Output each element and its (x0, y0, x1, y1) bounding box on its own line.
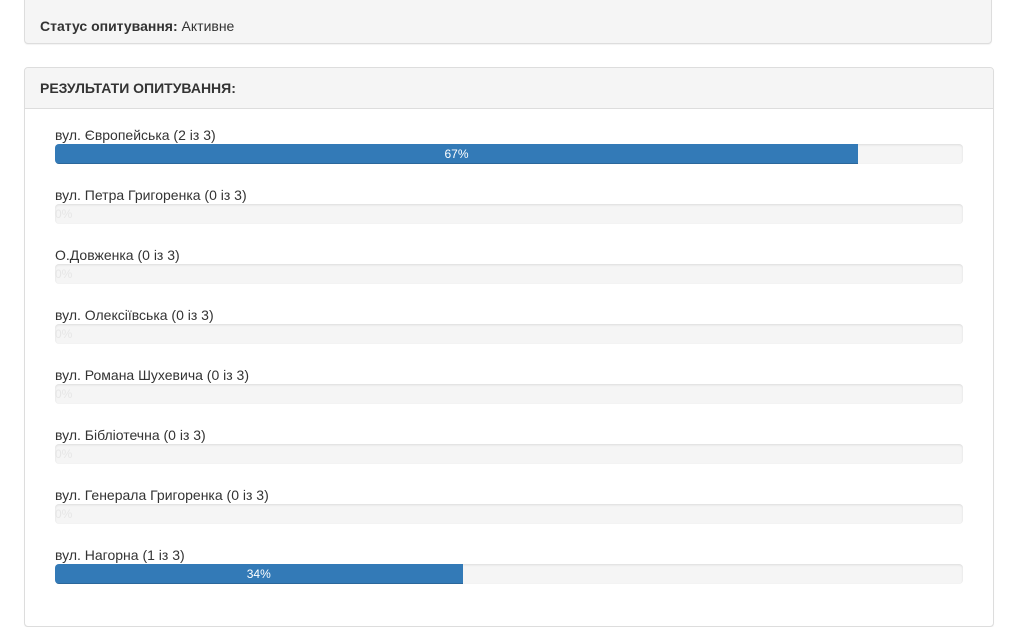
poll-option-label: вул. Олексіївська (0 із 3) (55, 307, 214, 323)
progress-bar: 0% (55, 267, 73, 281)
poll-results-title: РЕЗУЛЬТАТИ ОПИТУВАННЯ: (25, 68, 993, 109)
progress-track: 0% (55, 204, 963, 224)
poll-option: вул. Генерала Григоренка (0 із 3) 0% (55, 486, 963, 524)
poll-option-label: вул. Нагорна (1 із 3) (55, 547, 185, 563)
progress-bar: 0% (55, 207, 73, 221)
poll-option-label: вул. Романа Шухевича (0 із 3) (55, 367, 249, 383)
poll-option-label: О.Довженка (0 із 3) (55, 247, 180, 263)
poll-option: вул. Петра Григоренка (0 із 3) 0% (55, 186, 963, 224)
poll-option: О.Довженка (0 із 3) 0% (55, 246, 963, 284)
poll-option-label: вул. Петра Григоренка (0 із 3) (55, 187, 247, 203)
progress-track: 0% (55, 504, 963, 524)
progress-track: 34% (55, 564, 963, 584)
progress-bar: 0% (55, 387, 73, 401)
poll-option: вул. Європейська (2 із 3) 67% (55, 126, 963, 164)
progress-bar: 0% (55, 447, 73, 461)
poll-option: вул. Бібліотечна (0 із 3) 0% (55, 426, 963, 464)
poll-option-label: вул. Бібліотечна (0 із 3) (55, 427, 206, 443)
progress-track: 0% (55, 444, 963, 464)
poll-status-label: Статус опитування: (40, 18, 178, 34)
progress-bar: 34% (55, 564, 463, 584)
progress-bar: 0% (55, 327, 73, 341)
poll-status-panel: Статус опитування: Активне (24, 0, 992, 44)
poll-option: вул. Нагорна (1 із 3) 34% (55, 546, 963, 584)
poll-option-label: вул. Європейська (2 із 3) (55, 127, 216, 143)
poll-option: вул. Олексіївська (0 із 3) 0% (55, 306, 963, 344)
progress-bar: 0% (55, 507, 73, 521)
poll-status: Статус опитування: Активне (40, 17, 234, 35)
progress-track: 0% (55, 384, 963, 404)
poll-option-label: вул. Генерала Григоренка (0 із 3) (55, 487, 269, 503)
progress-track: 67% (55, 144, 963, 164)
progress-bar: 67% (55, 144, 859, 164)
poll-results-panel: РЕЗУЛЬТАТИ ОПИТУВАННЯ: вул. Європейська … (24, 67, 994, 627)
poll-option: вул. Романа Шухевича (0 із 3) 0% (55, 366, 963, 404)
poll-status-value: Активне (181, 18, 235, 34)
progress-track: 0% (55, 264, 963, 284)
progress-track: 0% (55, 324, 963, 344)
